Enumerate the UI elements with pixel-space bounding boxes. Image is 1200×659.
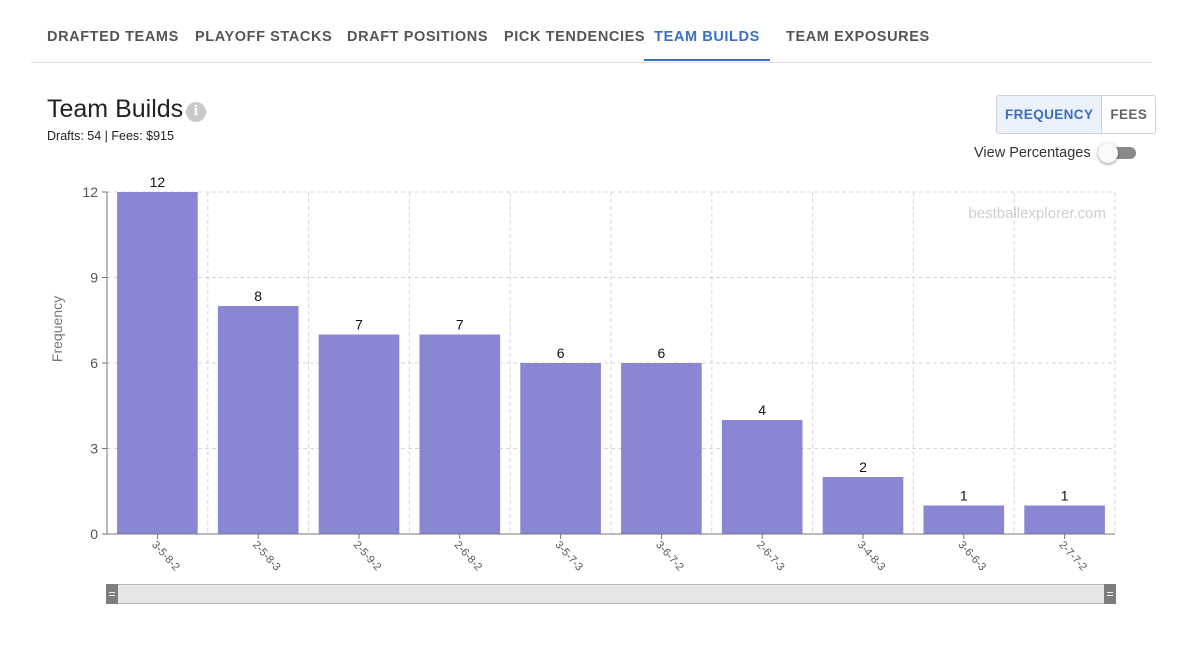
x-tick-label: 2-5-8-3 xyxy=(250,539,283,573)
x-tick-label: 3-5-8-2 xyxy=(149,539,182,573)
fees-button[interactable]: FEES xyxy=(1110,107,1148,122)
y-axis-label: Frequency xyxy=(49,296,65,362)
bar-data-label: 4 xyxy=(758,402,766,418)
bar[interactable] xyxy=(117,192,198,534)
tab-bar: DRAFTED TEAMS PLAYOFF STACKS DRAFT POSIT… xyxy=(31,0,1152,63)
bar[interactable] xyxy=(721,420,803,534)
bar[interactable] xyxy=(217,306,299,534)
bar-data-label: 12 xyxy=(150,174,166,190)
team-builds-bar-chart: bestballexplorer.com 12 8 7 7 6 6 4 2 1 1 0 3 6 9 12 3… xyxy=(49,174,1116,573)
frequency-button[interactable]: FREQUENCY xyxy=(997,96,1103,133)
zoom-handle-right[interactable] xyxy=(1104,584,1116,604)
x-tick-label: 3-4-8-3 xyxy=(855,539,888,573)
view-percentages-toggle[interactable] xyxy=(1098,143,1136,163)
tab-pick-tendencies[interactable]: PICK TENDENCIES xyxy=(504,29,646,45)
page-title: Team Builds xyxy=(47,95,184,123)
zoom-handle-left[interactable] xyxy=(106,584,118,604)
bar-data-label: 2 xyxy=(859,459,867,475)
bar-data-label: 7 xyxy=(355,317,363,333)
bar[interactable] xyxy=(520,363,601,534)
bar-data-label: 1 xyxy=(960,488,968,504)
x-tick-label: 3-6-6-3 xyxy=(956,539,989,573)
y-tick-label: 0 xyxy=(90,526,98,542)
tab-playoff-stacks[interactable]: PLAYOFF STACKS xyxy=(195,29,333,45)
chart-zoom-scrollbar[interactable] xyxy=(106,584,1116,604)
tab-team-builds[interactable]: TEAM BUILDS xyxy=(644,0,770,61)
tab-draft-positions[interactable]: DRAFT POSITIONS xyxy=(347,29,489,45)
mode-toggle-group: FREQUENCY FEES xyxy=(996,95,1157,134)
x-tick-label: 2-7-7-2 xyxy=(1056,539,1089,573)
bar[interactable] xyxy=(318,334,400,535)
bar[interactable] xyxy=(822,477,904,534)
bar[interactable] xyxy=(419,334,501,535)
y-tick-label: 12 xyxy=(82,184,98,200)
bar-data-label: 6 xyxy=(557,345,565,361)
view-percentages-label: View Percentages xyxy=(974,145,1091,161)
bar-data-label: 6 xyxy=(658,345,666,361)
bar[interactable] xyxy=(1024,505,1105,535)
y-tick-label: 3 xyxy=(90,441,98,457)
y-tick-label: 6 xyxy=(90,355,98,371)
x-tick-label: 3-5-7-3 xyxy=(552,539,585,573)
watermark-text: bestballexplorer.com xyxy=(968,205,1106,222)
x-tick-label: 3-6-7-2 xyxy=(653,539,686,573)
bar[interactable] xyxy=(621,363,702,534)
drafts-fees-summary: Drafts: 54 | Fees: $915 xyxy=(47,129,174,143)
toggle-thumb xyxy=(1098,143,1118,163)
x-tick-label: 2-6-8-2 xyxy=(452,539,485,573)
bar-data-label: 8 xyxy=(254,288,262,304)
chart-bars: 12 8 7 7 6 6 4 2 1 1 xyxy=(117,174,1105,534)
bar-data-label: 7 xyxy=(456,317,464,333)
info-icon[interactable]: i xyxy=(186,102,206,122)
tab-drafted-teams[interactable]: DRAFTED TEAMS xyxy=(47,29,179,45)
y-tick-label: 9 xyxy=(90,270,98,286)
bar[interactable] xyxy=(923,505,1005,535)
x-tick-label: 2-6-7-3 xyxy=(754,539,787,573)
tab-team-exposures[interactable]: TEAM EXPOSURES xyxy=(786,29,930,45)
x-tick-label: 2-5-9-2 xyxy=(351,539,384,573)
bar-data-label: 1 xyxy=(1061,488,1069,504)
